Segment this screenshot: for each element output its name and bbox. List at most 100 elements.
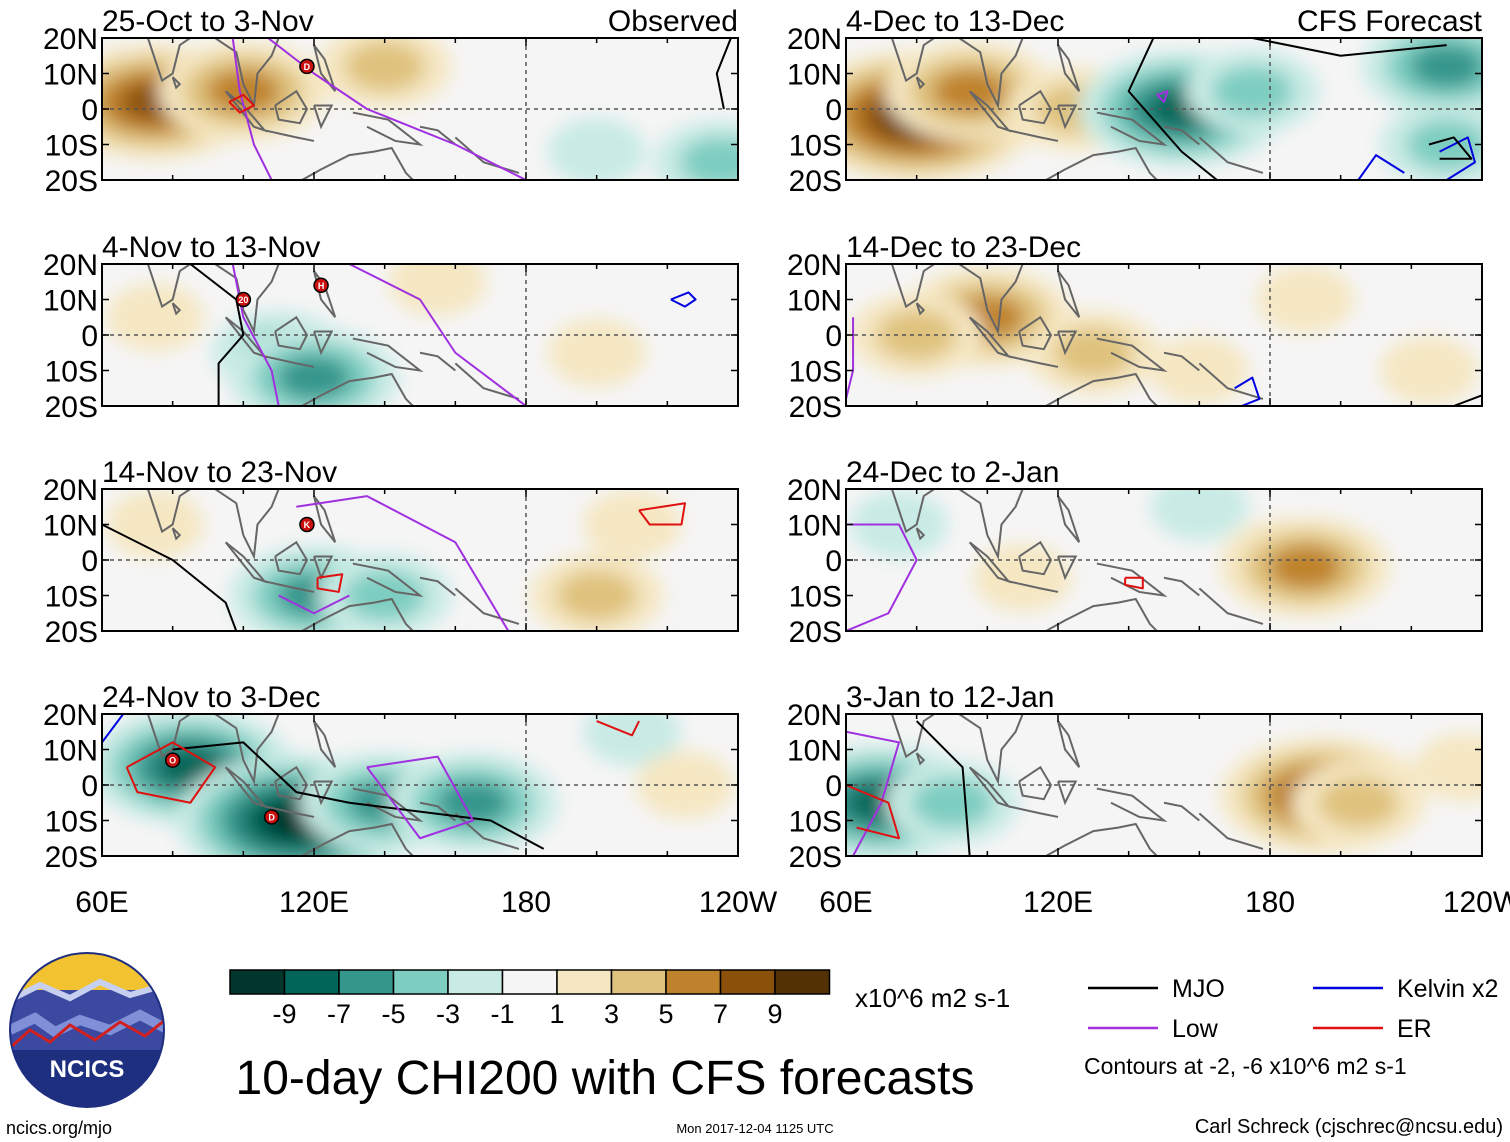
land-outline (146, 489, 193, 534)
coastlines (146, 264, 520, 406)
land-outline (454, 136, 520, 174)
land-outline (1057, 104, 1078, 130)
anomaly-blob (1212, 66, 1293, 117)
lat-tick-label: 0 (825, 320, 842, 353)
land-outline (214, 489, 280, 560)
lat-tick-label: 0 (825, 94, 842, 127)
mjo-contour (1428, 136, 1473, 160)
panel-title: 14-Dec to 23-Dec (846, 231, 1081, 264)
land-outline (1163, 351, 1200, 372)
land-outline (1018, 765, 1053, 801)
coastlines (146, 489, 520, 631)
anomaly-blob (583, 714, 681, 766)
anomaly-blob (876, 309, 957, 361)
kelvin-contour (1439, 136, 1476, 180)
land-outline (1198, 362, 1264, 400)
land-outline (352, 787, 424, 823)
storm-label: H (318, 281, 325, 291)
land-outline (419, 576, 456, 597)
colorbar-swatch (338, 969, 395, 995)
storm-icon (235, 291, 252, 308)
storm-marker: O (164, 752, 181, 768)
lat-tick-label: 20N (43, 699, 98, 732)
storm-icon (313, 277, 329, 294)
kelvin-contour (102, 714, 125, 743)
anomaly-blob (1380, 336, 1478, 405)
lat-tick-label: 10S (45, 581, 98, 614)
anomaly-blob (933, 69, 1007, 113)
storm-label: D (268, 812, 275, 822)
lat-tick-label: 0 (81, 545, 98, 578)
land-outline (146, 264, 193, 309)
ncics-logo: NCICS (9, 952, 165, 1108)
land-outline (1057, 780, 1078, 806)
anomaly-blob (106, 490, 204, 559)
storm-marker: D (299, 58, 315, 75)
land-outline (1043, 597, 1159, 631)
storm-icon (299, 516, 315, 533)
land-outline (1057, 330, 1078, 356)
colorbar-swatch (774, 969, 831, 995)
land-outline (1198, 587, 1264, 625)
land-outline (299, 822, 415, 856)
land-outline (1096, 337, 1168, 373)
anomaly-blob (106, 283, 204, 352)
colorbar-swatch (229, 969, 286, 995)
panel-content: D (102, 38, 738, 180)
land-outline (890, 38, 937, 83)
storm-marker: H (313, 277, 329, 294)
logo-ridge (10, 978, 164, 1003)
lat-tick-label: 10S (45, 356, 98, 389)
land-outline (1008, 355, 1059, 368)
mjo-contour (1453, 394, 1482, 406)
panel-content (846, 489, 1482, 631)
anomaly-blob (1256, 265, 1355, 334)
coastlines (890, 714, 1264, 856)
land-outline (915, 302, 926, 316)
lat-tick-label: 20N (43, 249, 98, 282)
colorbar-label: 1 (549, 999, 564, 1029)
storm-icon (263, 809, 280, 825)
timestamp: Mon 2017-12-04 1125 UTC (676, 1121, 833, 1136)
land-outline (1008, 129, 1059, 142)
anomaly-blob (1150, 489, 1249, 541)
land-outline (264, 129, 315, 142)
lat-tick-label: 20S (45, 616, 98, 649)
er-contour (638, 502, 686, 526)
lat-tick-label: 20N (43, 23, 98, 56)
mjo-contour (172, 741, 545, 850)
land-outline (1057, 720, 1081, 768)
land-outline (313, 495, 337, 543)
anomaly-blob (1318, 777, 1399, 828)
land-outline (1096, 562, 1168, 598)
lat-tick-label: 20S (45, 391, 98, 424)
lat-tick-label: 10S (45, 806, 98, 839)
lon-tick-label: 120W (699, 886, 778, 919)
lon-tick-label: 120W (1443, 886, 1510, 919)
anomaly-blob (1406, 119, 1482, 170)
colorbar: -9 -7 -5 -3 -1 1 3 5 7 9 x10^6 m2 s-1 (229, 969, 1010, 1029)
land-outline (214, 714, 280, 785)
legend-label: Kelvin x2 (1397, 975, 1498, 1003)
er-contour (125, 741, 217, 804)
anomaly-blob (547, 117, 646, 180)
logo-line (11, 1018, 164, 1048)
land-outline (1163, 801, 1200, 822)
panel-content: 20 H (102, 264, 738, 406)
land-outline (352, 562, 424, 598)
panel-content: OD (102, 714, 738, 856)
lat-tick-label: 10S (789, 806, 842, 839)
anomaly-shading (102, 38, 738, 180)
anomaly-blob (911, 777, 993, 828)
land-outline (1043, 372, 1159, 406)
land-outline (454, 812, 520, 850)
coastlines (890, 489, 1264, 631)
panel-title: 4-Dec to 13-Dec (846, 5, 1064, 38)
panel-subtitle: Observed (608, 5, 738, 38)
legend-label: Low (1172, 1015, 1219, 1043)
anomaly-shading (846, 733, 1482, 856)
anomaly-blob (636, 751, 734, 819)
